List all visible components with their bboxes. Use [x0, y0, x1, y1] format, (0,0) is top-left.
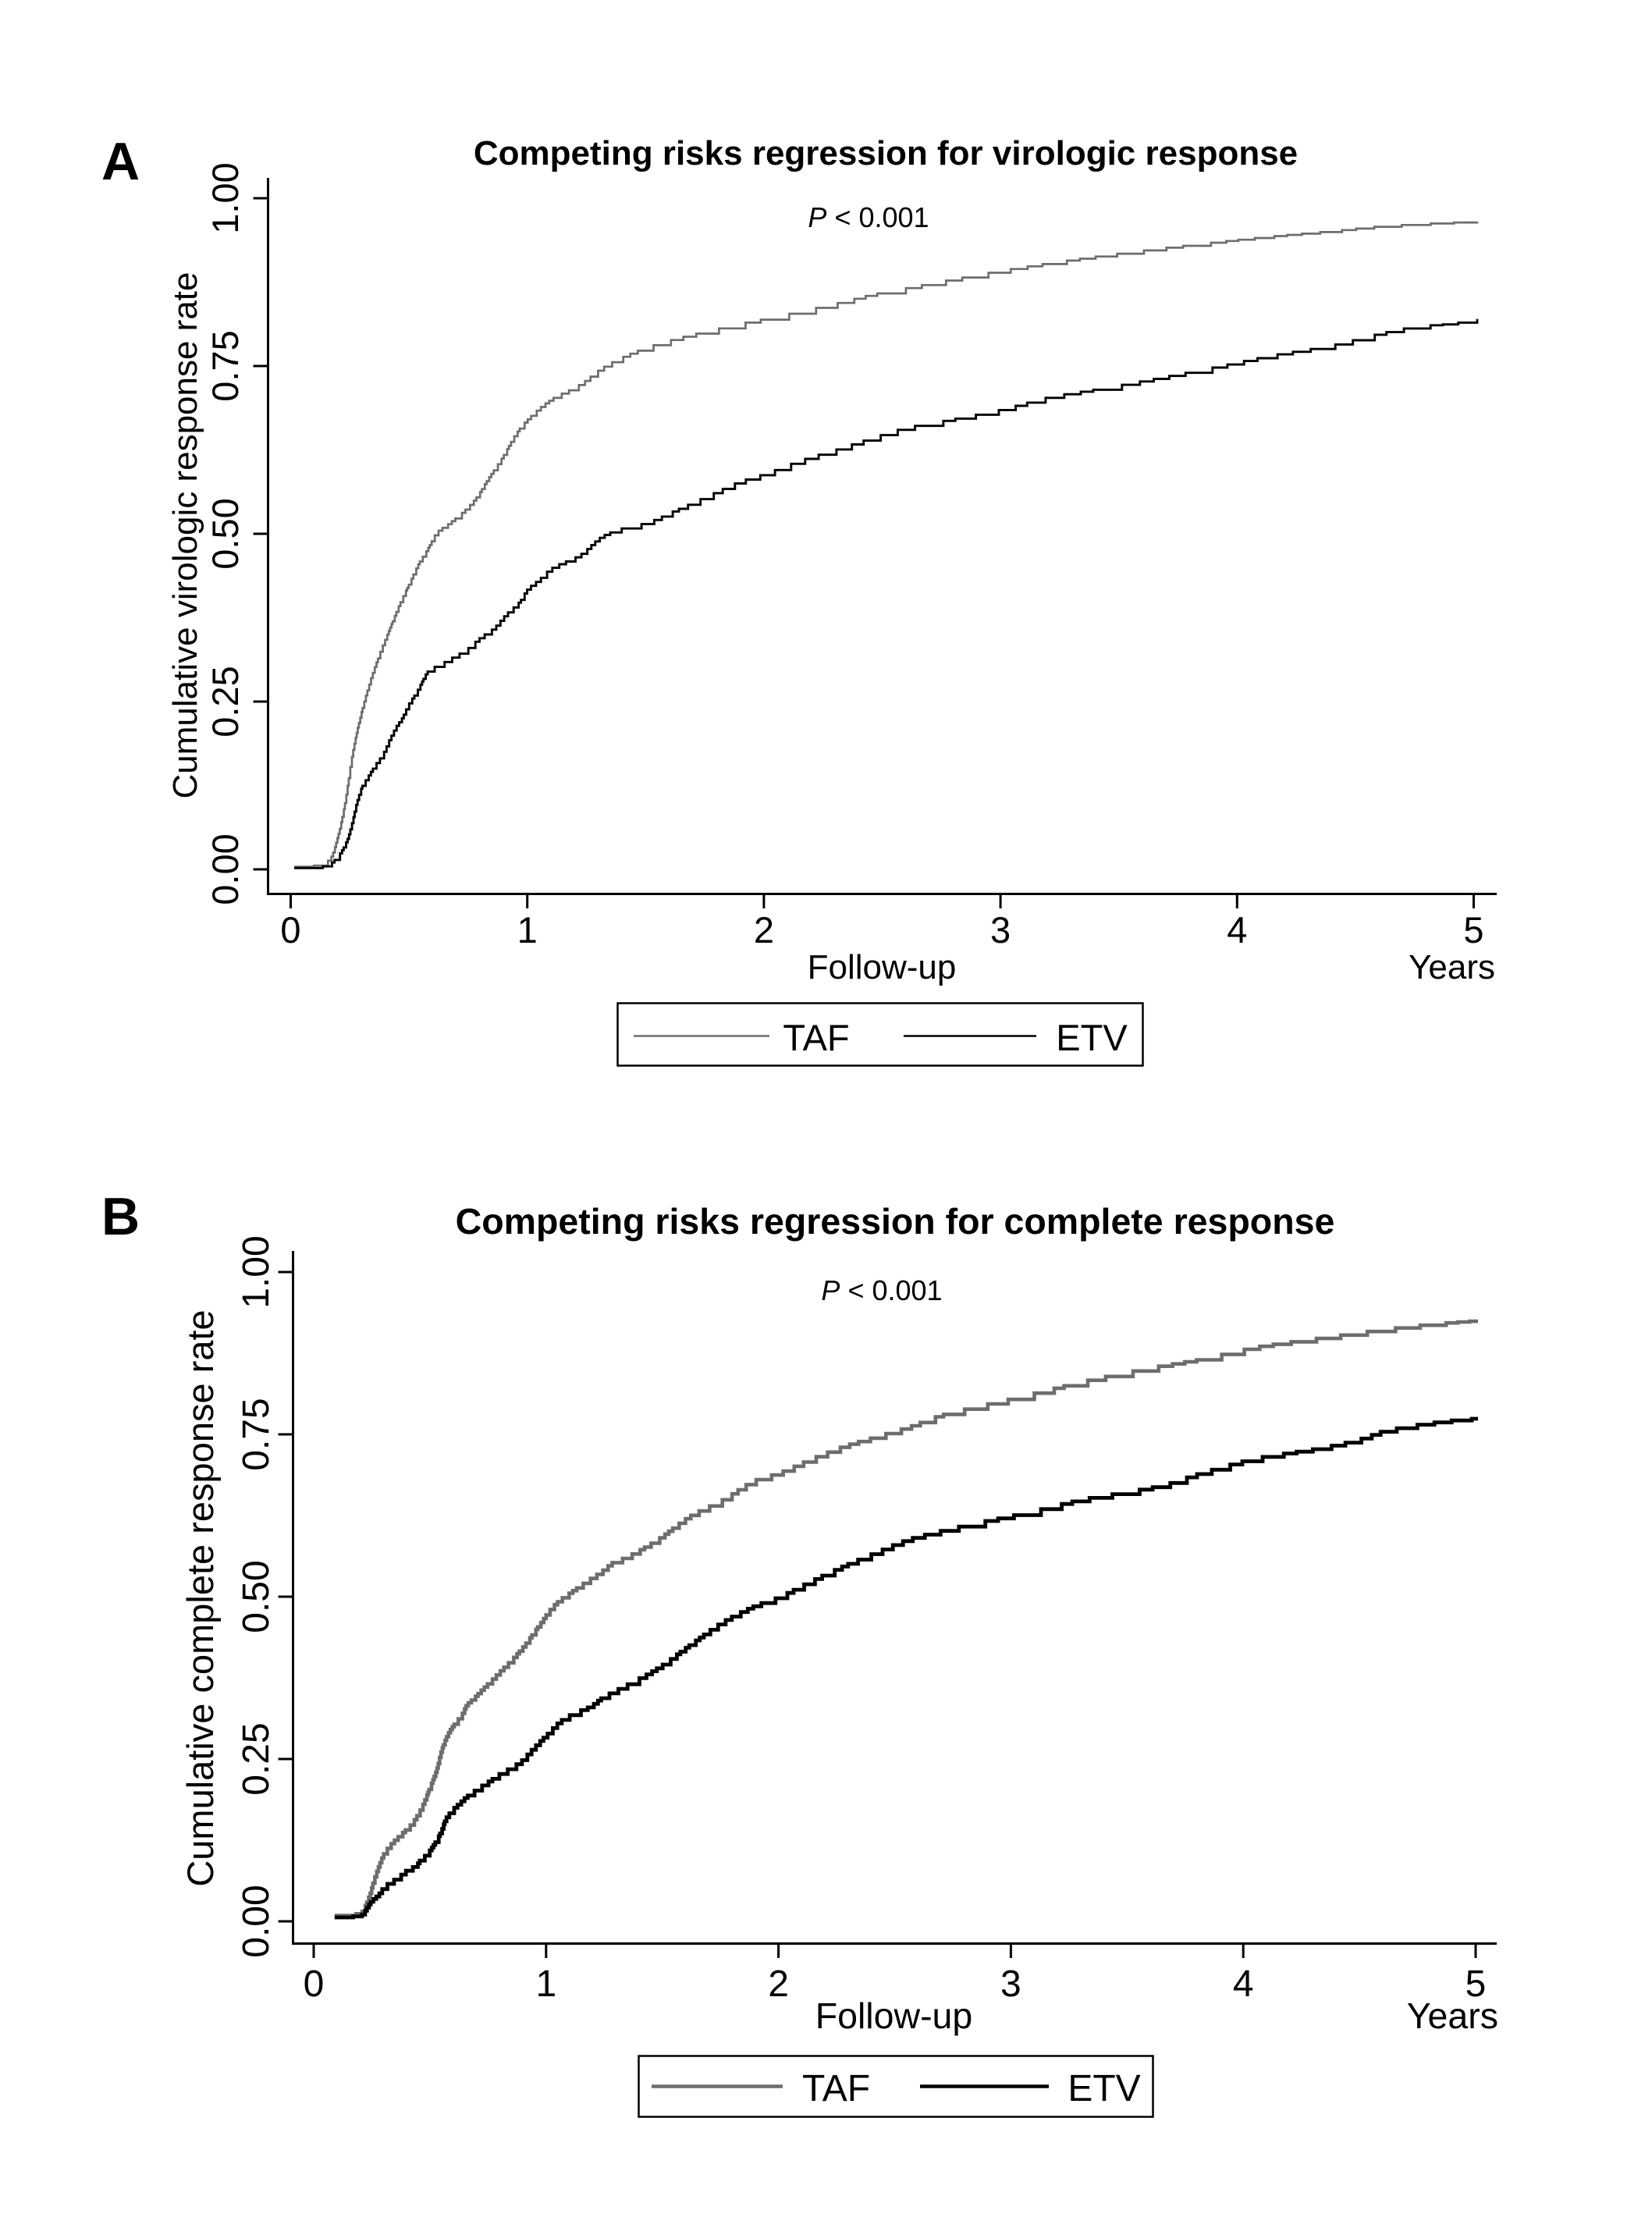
- svg-text:1.00: 1.00: [236, 1235, 277, 1308]
- svg-text:Follow-up: Follow-up: [808, 948, 957, 986]
- svg-text:Cumulative complete response r: Cumulative complete response rate: [179, 1310, 221, 1886]
- svg-text:4: 4: [1227, 909, 1247, 951]
- svg-text:Competing risks regression for: Competing risks regression for complete …: [456, 1201, 1335, 1242]
- svg-text:0.00: 0.00: [236, 1885, 277, 1957]
- svg-text:0.00: 0.00: [204, 833, 246, 904]
- svg-text:P < 0.001: P < 0.001: [808, 201, 929, 233]
- svg-text:2: 2: [768, 1963, 789, 2005]
- svg-text:ETV: ETV: [1068, 2068, 1140, 2109]
- svg-text:1: 1: [535, 1963, 556, 2005]
- svg-text:1.00: 1.00: [204, 162, 246, 233]
- svg-text:1: 1: [517, 909, 538, 951]
- svg-text:0: 0: [280, 909, 300, 951]
- svg-text:0.75: 0.75: [236, 1398, 277, 1470]
- svg-text:TAF: TAF: [783, 1017, 849, 1058]
- svg-text:0.25: 0.25: [236, 1722, 277, 1795]
- svg-text:Cumulative virologic response: Cumulative virologic response rate: [166, 272, 204, 799]
- svg-text:2: 2: [754, 909, 774, 951]
- svg-text:P < 0.001: P < 0.001: [821, 1274, 942, 1306]
- svg-text:A: A: [101, 132, 140, 191]
- svg-text:5: 5: [1463, 909, 1483, 951]
- svg-text:0.50: 0.50: [204, 498, 246, 569]
- svg-text:3: 3: [990, 909, 1011, 951]
- svg-text:Follow-up: Follow-up: [815, 1995, 973, 2036]
- svg-text:0.25: 0.25: [204, 666, 246, 737]
- svg-text:Years: Years: [1409, 948, 1495, 986]
- svg-text:0.75: 0.75: [204, 330, 246, 401]
- svg-text:ETV: ETV: [1056, 1017, 1128, 1058]
- svg-text:Competing risks regression for: Competing risks regression for virologic…: [474, 134, 1298, 172]
- svg-text:3: 3: [1000, 1963, 1021, 2005]
- svg-text:4: 4: [1233, 1963, 1254, 2005]
- svg-text:5: 5: [1465, 1963, 1487, 2005]
- svg-text:B: B: [101, 1187, 140, 1246]
- svg-text:0.50: 0.50: [236, 1560, 277, 1633]
- svg-text:Years: Years: [1407, 1995, 1498, 2036]
- svg-text:0: 0: [304, 1963, 325, 2005]
- svg-text:TAF: TAF: [802, 2068, 870, 2109]
